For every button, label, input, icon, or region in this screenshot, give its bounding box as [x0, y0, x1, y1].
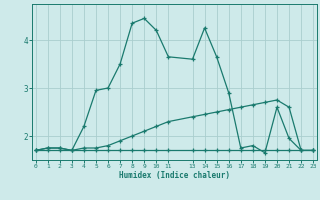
X-axis label: Humidex (Indice chaleur): Humidex (Indice chaleur)	[119, 171, 230, 180]
